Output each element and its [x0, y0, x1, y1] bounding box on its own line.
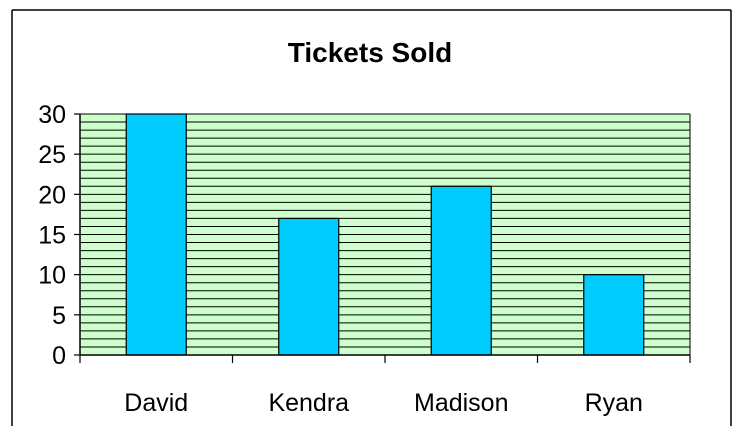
y-tick-labels: 0 5 10 15 20 25 30	[38, 101, 66, 370]
y-tick-label: 10	[38, 262, 66, 290]
y-tick-label: 0	[52, 342, 66, 370]
y-tick-label: 20	[38, 181, 66, 209]
bar-madison	[430, 185, 492, 356]
y-tick-label: 25	[38, 141, 66, 169]
bars	[125, 113, 645, 356]
x-tick-label-ryan: Ryan	[585, 389, 643, 417]
y-tick-label: 5	[52, 302, 66, 330]
x-tick-label-kendra: Kendra	[268, 389, 349, 417]
chart-title: Tickets Sold	[288, 37, 452, 68]
x-tick-labels: David Kendra Madison Ryan	[124, 389, 643, 417]
bar-kendra	[278, 217, 340, 356]
axes	[74, 113, 691, 363]
bar-ryan	[583, 274, 645, 356]
chart-frame	[11, 9, 732, 426]
y-tick-label: 15	[38, 222, 66, 250]
x-tick-label-david: David	[124, 389, 188, 417]
bar-david	[125, 113, 187, 356]
x-tick-label-madison: Madison	[414, 389, 509, 417]
y-tick-label: 30	[38, 101, 66, 129]
